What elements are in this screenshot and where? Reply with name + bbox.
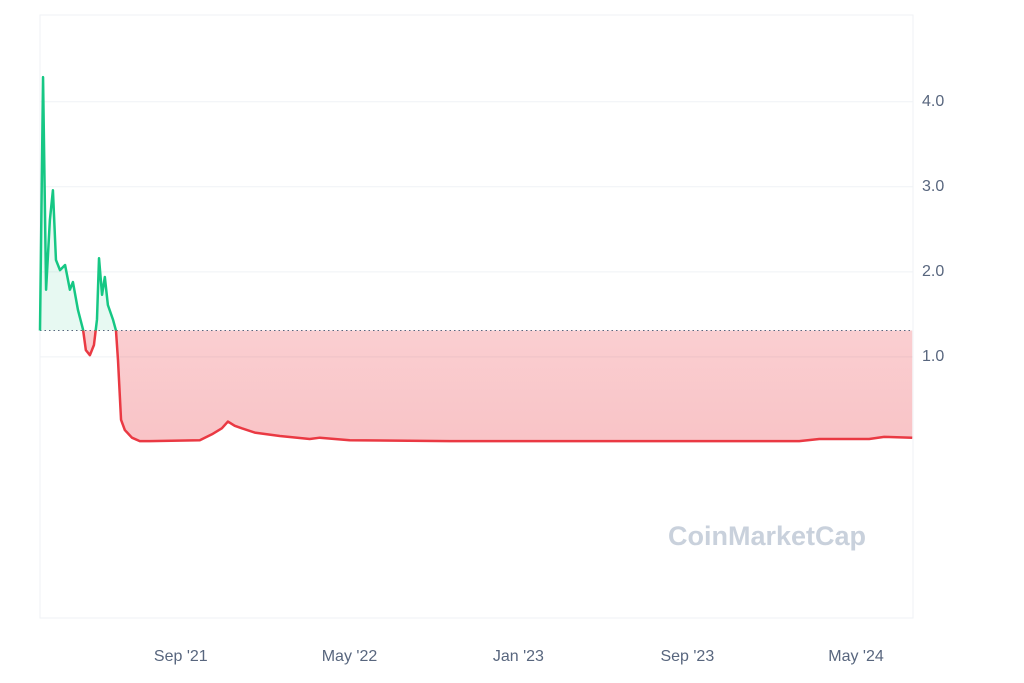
y-tick-label: 1.0 [922,348,944,365]
line-up [38,75,118,331]
x-tick-label: Jan '23 [493,648,544,665]
y-tick-label: 2.0 [922,263,944,280]
area-down [83,330,913,442]
watermark: CoinMarketCap [668,521,866,551]
x-tick-label: Sep '21 [154,648,208,665]
x-tick-label: Sep '23 [660,648,714,665]
y-tick-label: 3.0 [922,178,944,195]
x-tick-label: May '24 [828,648,884,665]
x-tick-label: May '22 [322,648,378,665]
y-tick-label: 4.0 [922,93,944,110]
line-down [40,330,913,443]
